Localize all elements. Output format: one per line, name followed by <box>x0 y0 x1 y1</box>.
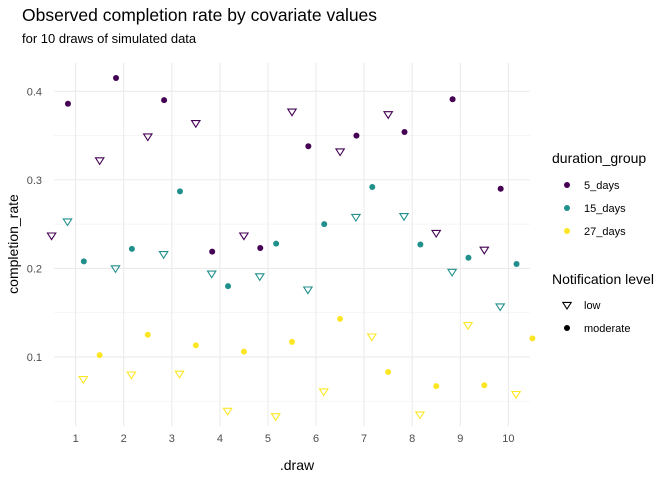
data-point-low <box>302 286 314 295</box>
data-points <box>46 75 536 422</box>
data-point-moderate <box>80 258 87 265</box>
data-point-low <box>318 388 329 397</box>
data-point-low <box>494 303 506 312</box>
data-point-low <box>382 111 394 120</box>
data-point-low <box>222 407 233 416</box>
legend-swatch <box>564 325 570 331</box>
data-point-moderate <box>240 348 247 355</box>
data-point-moderate <box>257 245 264 252</box>
y-tick-label: 0.3 <box>27 175 42 187</box>
data-point-moderate <box>465 254 472 261</box>
legend-swatch <box>561 301 573 311</box>
y-axis-ticks: 0.1 0.2 0.3 0.4 <box>27 86 42 364</box>
data-point-moderate <box>209 248 216 255</box>
data-point-low <box>254 273 266 282</box>
x-tick-label: 1 <box>73 433 79 445</box>
x-tick-label: 5 <box>265 433 271 445</box>
data-point-moderate <box>497 185 504 192</box>
data-point-low <box>126 371 137 380</box>
data-point-low <box>286 108 298 117</box>
data-point-low <box>510 390 522 400</box>
chart-title: Observed completion rate by covariate va… <box>22 5 377 25</box>
data-point-low <box>110 265 121 274</box>
data-point-moderate <box>321 221 328 228</box>
data-point-low <box>78 375 89 385</box>
data-point-moderate <box>192 342 199 349</box>
data-point-moderate <box>176 188 183 195</box>
data-point-low <box>430 229 442 239</box>
legend-title: duration_group <box>552 150 646 166</box>
data-point-low <box>94 157 105 166</box>
data-point-moderate <box>417 241 424 248</box>
data-point-moderate <box>225 283 232 290</box>
data-point-moderate <box>337 315 344 322</box>
chart-subtitle: for 10 draws of simulated data <box>22 31 197 46</box>
legend-item-label: 27_days <box>584 226 626 238</box>
x-tick-label: 9 <box>457 433 463 445</box>
data-point-low <box>190 120 202 129</box>
x-tick-label: 4 <box>217 433 223 445</box>
data-point-moderate <box>433 383 440 390</box>
data-point-low <box>270 413 281 422</box>
data-point-low <box>366 333 378 342</box>
y-tick-label: 0.4 <box>27 86 42 98</box>
x-tick-label: 3 <box>169 433 175 445</box>
data-point-moderate <box>449 96 456 103</box>
legend-item-label: 15_days <box>584 203 626 215</box>
data-point-moderate <box>369 183 376 190</box>
legend-swatch <box>564 205 570 211</box>
legend-item-label: low <box>584 300 601 312</box>
data-point-moderate <box>64 100 71 107</box>
data-point-moderate <box>144 331 151 338</box>
data-point-moderate <box>273 240 280 247</box>
y-tick-label: 0.2 <box>27 263 42 275</box>
data-point-low <box>479 246 490 255</box>
legend-swatch <box>564 228 570 234</box>
data-point-low <box>206 270 217 279</box>
data-point-low <box>62 218 73 227</box>
data-point-low <box>158 251 169 260</box>
data-point-low <box>414 411 426 420</box>
x-tick-label: 7 <box>361 433 367 445</box>
y-axis-label: completion_rate <box>5 194 21 294</box>
legend-duration-group: duration_group 5_days 15_days 27_days <box>552 150 646 238</box>
data-point-moderate <box>161 97 168 104</box>
data-point-moderate <box>401 129 408 136</box>
legend-item-label: moderate <box>584 323 630 335</box>
data-point-low <box>462 321 474 331</box>
x-axis-label: .draw <box>280 457 315 473</box>
data-point-moderate <box>305 143 312 150</box>
data-point-low <box>238 232 250 241</box>
x-tick-label: 10 <box>502 433 514 445</box>
data-point-low <box>398 213 410 222</box>
x-tick-label: 6 <box>313 433 319 445</box>
legend-swatch <box>564 182 570 188</box>
data-point-moderate <box>513 260 520 267</box>
data-point-moderate <box>481 382 488 389</box>
data-point-moderate <box>113 75 120 82</box>
x-tick-label: 8 <box>409 433 415 445</box>
data-point-low <box>350 213 362 223</box>
data-point-low <box>334 148 346 157</box>
data-point-low <box>46 232 57 241</box>
x-tick-label: 2 <box>121 433 127 445</box>
legend-item-label: 5_days <box>584 180 620 192</box>
data-point-low <box>174 370 185 379</box>
data-point-moderate <box>96 352 103 359</box>
x-axis-ticks: 1 2 3 4 5 6 7 8 9 10 <box>73 433 515 445</box>
data-point-moderate <box>385 368 392 375</box>
data-point-moderate <box>289 338 295 345</box>
legend-title: Notification level <box>552 271 654 287</box>
data-point-moderate <box>529 335 536 342</box>
y-tick-label: 0.1 <box>27 352 42 364</box>
data-point-moderate <box>353 132 360 139</box>
legend-notification-level: Notification level low moderate <box>552 271 654 335</box>
grid-lines <box>54 63 530 426</box>
data-point-moderate <box>128 245 135 252</box>
data-point-low <box>142 133 154 142</box>
data-point-low <box>446 268 458 277</box>
